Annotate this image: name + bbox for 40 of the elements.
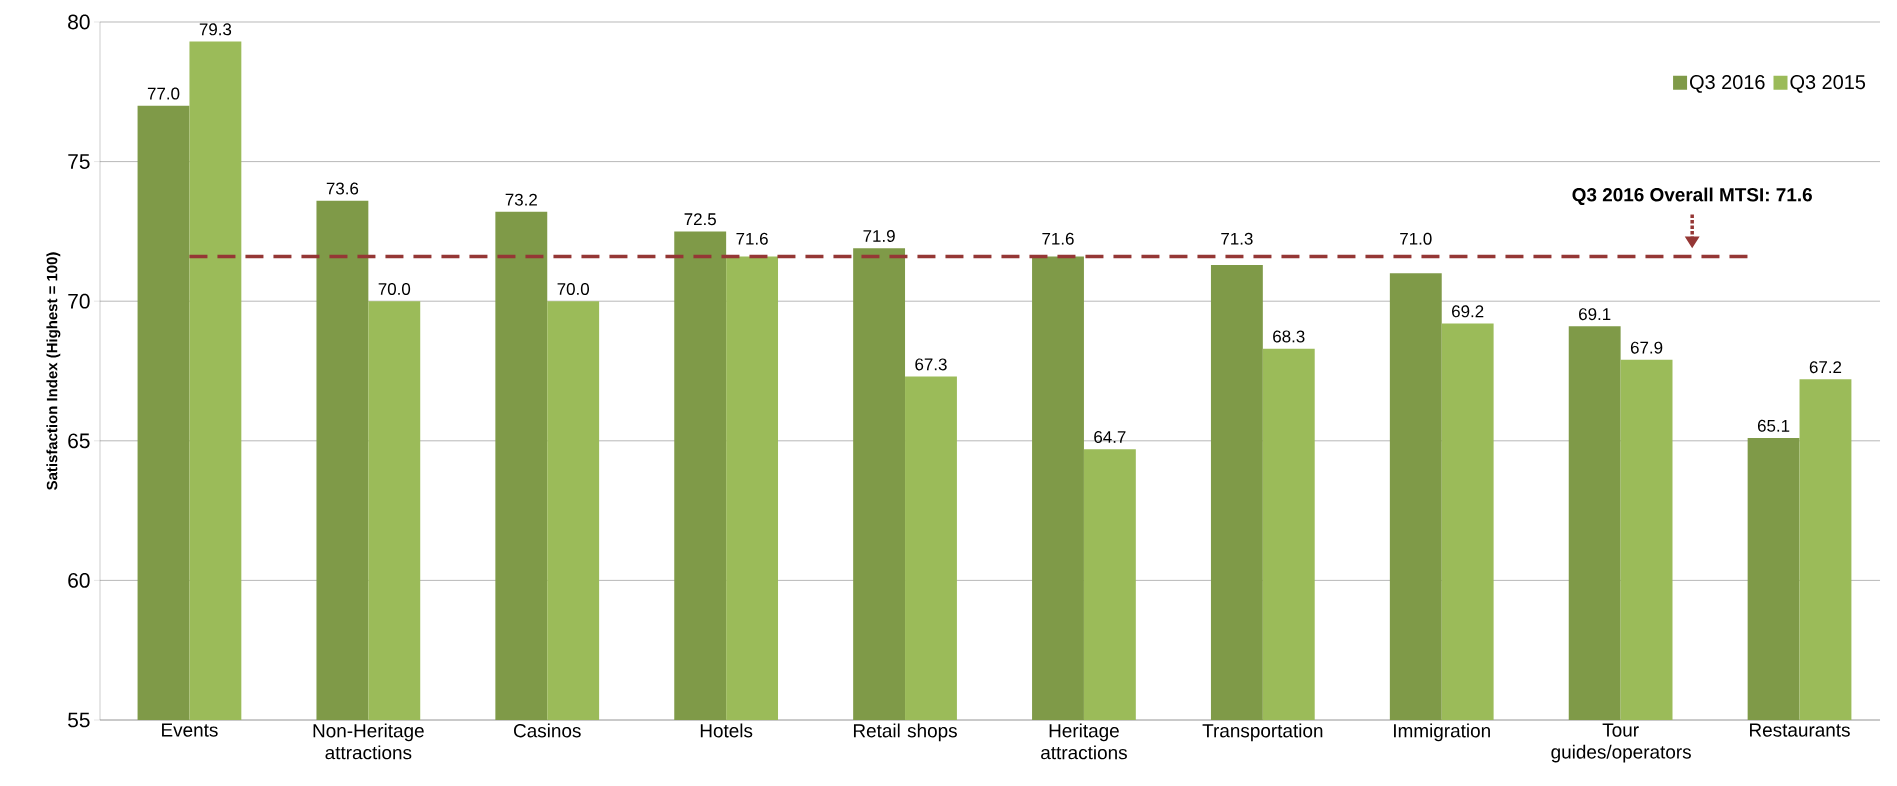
- data-label: 70.0: [378, 283, 411, 295]
- x-tick-label: Immigration: [1394, 723, 1490, 742]
- data-label: 72.5: [684, 213, 716, 226]
- data-label: 73.2: [505, 193, 537, 206]
- data-label: 73.6: [326, 182, 359, 195]
- x-tick-label: Restaurants: [1750, 723, 1850, 737]
- data-label: 68.3: [1273, 330, 1305, 343]
- y-tick-label: 55: [68, 712, 90, 728]
- x-tick-label: Events: [162, 723, 218, 737]
- data-label: 79.3: [199, 23, 232, 36]
- data-label: 77.0: [147, 87, 180, 100]
- data-label: 70.0: [557, 283, 590, 295]
- x-tick-label: Transportation: [1202, 723, 1323, 742]
- data-label: 65.1: [1757, 419, 1790, 432]
- data-label: 71.6: [1042, 232, 1074, 245]
- y-tick-label: 60: [68, 572, 90, 588]
- y-tick-label: 80: [68, 14, 90, 30]
- data-label: 71.0: [1400, 232, 1432, 245]
- y-tick-label: 70: [68, 293, 90, 309]
- y-tick-label: 75: [68, 154, 90, 169]
- y-axis-title: Satisfaction Index (Highest = 100): [46, 252, 61, 490]
- data-label: 71.9: [863, 229, 895, 242]
- x-tick-label: Hotels: [700, 723, 753, 738]
- ref-line-label: Q3 2016 Overall MTSI: 71.6: [1572, 187, 1812, 205]
- x-tick-label: Non-Heritage attractions: [313, 723, 424, 760]
- data-label: 64.7: [1094, 430, 1126, 443]
- legend-label: Q3 2016: [1690, 75, 1765, 93]
- data-label: 67.3: [915, 358, 947, 371]
- x-tick-label: Casinos: [514, 723, 581, 738]
- data-label: 69.1: [1579, 308, 1611, 321]
- data-label: 67.2: [1809, 361, 1842, 374]
- data-label: 67.9: [1630, 341, 1663, 354]
- y-tick-label: 65: [68, 433, 90, 449]
- x-tick-label: Tour guides/operators: [1551, 723, 1691, 763]
- data-label: 71.3: [1221, 232, 1253, 245]
- x-tick-label: Retail shops: [853, 723, 957, 742]
- data-label: 71.6: [736, 232, 768, 245]
- legend-label: Q3 2015: [1790, 75, 1866, 93]
- x-tick-label: Heritage attractions: [1041, 723, 1127, 760]
- data-label: 69.2: [1452, 305, 1484, 318]
